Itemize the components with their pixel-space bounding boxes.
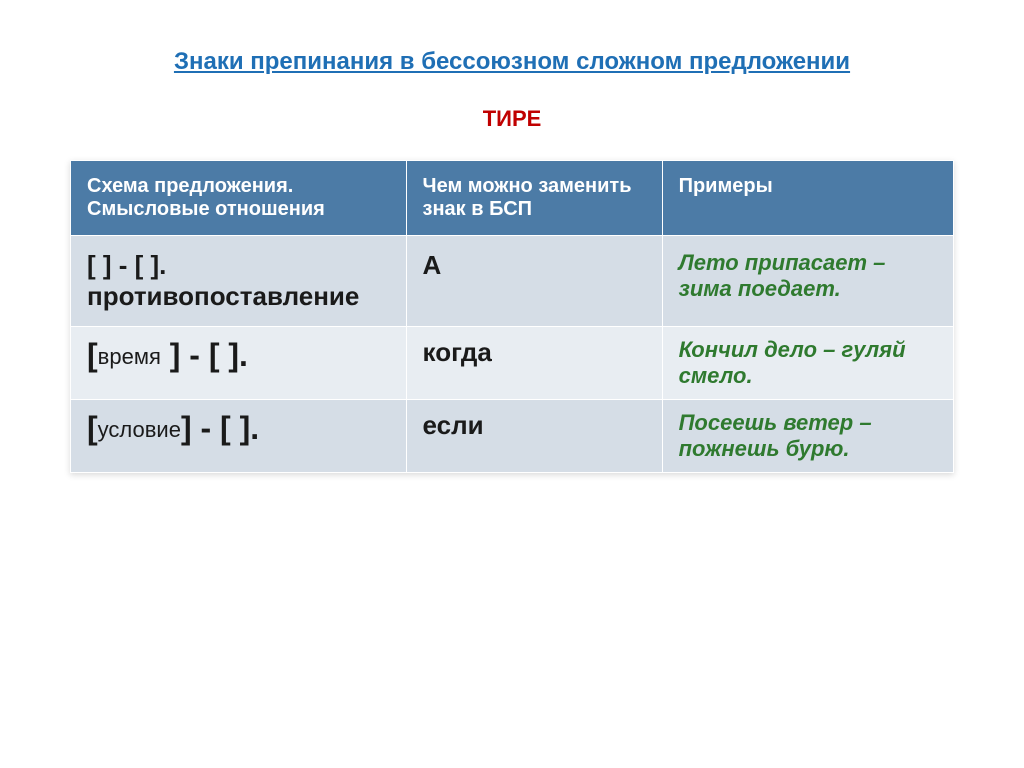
table-row: [условие] - [ ]. если Посеешь ветер – по…: [71, 400, 954, 473]
dash-rules-table: Схема предложения. Смысловые отношения Ч…: [70, 160, 954, 473]
bracket-rest: ] - [ ].: [161, 337, 248, 373]
schema-inner: время: [98, 344, 161, 369]
schema-cell: [ ] - [ ]. противопоставление: [71, 236, 407, 327]
table-header-row: Схема предложения. Смысловые отношения Ч…: [71, 161, 954, 236]
page-title: Знаки препинания в бессоюзном сложном пр…: [70, 48, 954, 76]
table-row: [время ] - [ ]. когда Кончил дело – гуля…: [71, 327, 954, 400]
table-row: [ ] - [ ]. противопоставление А Лето при…: [71, 236, 954, 327]
slide: Знаки препинания в бессоюзном сложном пр…: [0, 0, 1024, 768]
col-header-schema: Схема предложения. Смысловые отношения: [71, 161, 407, 236]
bracket-rest: ] - [ ].: [181, 410, 259, 446]
schema-brackets: [ ] - [ ].: [87, 250, 166, 280]
example-cell: Посеешь ветер – пожнешь бурю.: [662, 400, 953, 473]
replace-cell: А: [406, 236, 662, 327]
subtitle: ТИРЕ: [70, 106, 954, 132]
bracket-open: [: [87, 410, 98, 446]
col-header-examples: Примеры: [662, 161, 953, 236]
example-cell: Лето припасает – зима поедает.: [662, 236, 953, 327]
schema-cell: [время ] - [ ].: [71, 327, 407, 400]
schema-relation: противопоставление: [87, 281, 359, 311]
schema-inner: условие: [98, 417, 181, 442]
replace-cell: когда: [406, 327, 662, 400]
bracket-open: [: [87, 337, 98, 373]
schema-cell: [условие] - [ ].: [71, 400, 407, 473]
replace-cell: если: [406, 400, 662, 473]
example-cell: Кончил дело – гуляй смело.: [662, 327, 953, 400]
col-header-replace: Чем можно заменить знак в БСП: [406, 161, 662, 236]
